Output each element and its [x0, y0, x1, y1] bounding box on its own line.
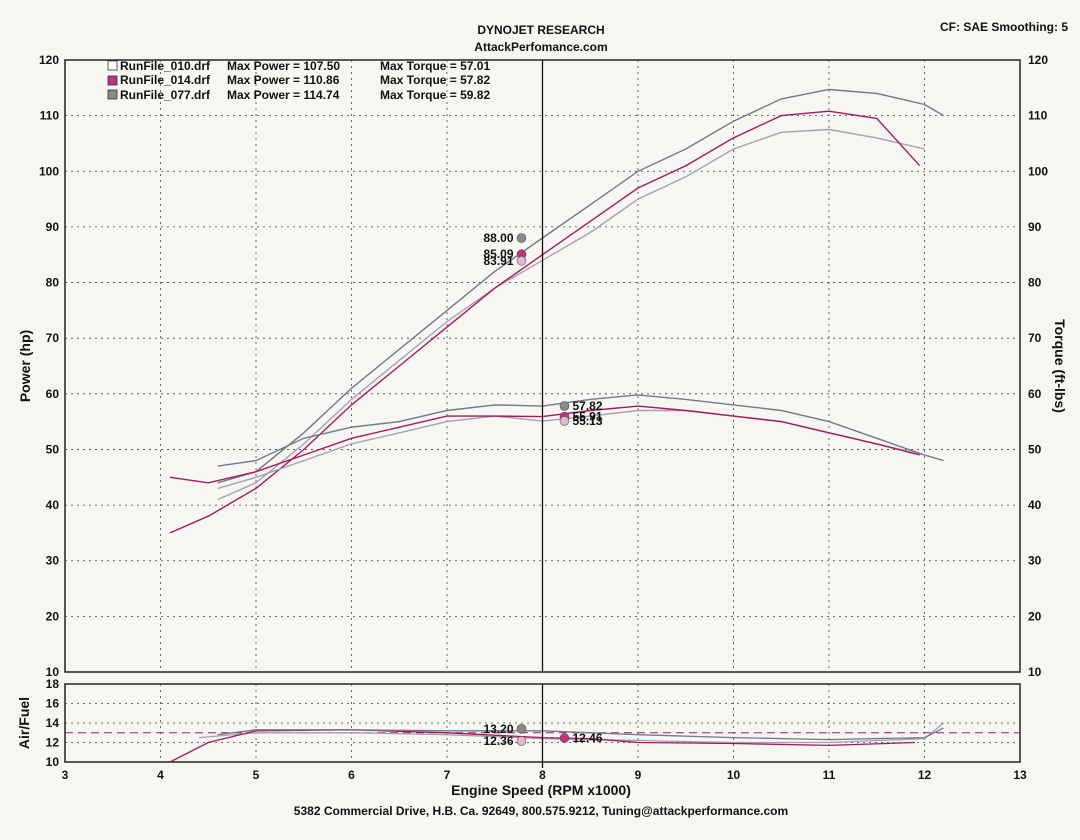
- run077-afr-line: [217, 727, 944, 741]
- torque-tick-label: 30: [1028, 554, 1042, 568]
- power-tick-label: 70: [46, 331, 60, 345]
- rpm-tick-label: 9: [635, 768, 642, 782]
- settings-label: CF: SAE Smoothing: 5: [940, 20, 1068, 34]
- rpm-tick-label: 7: [444, 768, 451, 782]
- torque-cursor-value-run014: 55.91: [573, 410, 603, 424]
- afr-cursor-value-run010: 12.36: [483, 734, 513, 748]
- torque-axis-label: Torque (ft-lbs): [1052, 319, 1068, 413]
- legend-swatch-run077: [107, 89, 118, 100]
- power-tick-label: 20: [46, 609, 60, 623]
- torque-tick-label: 20: [1028, 609, 1042, 623]
- power-tick-label: 120: [39, 53, 59, 67]
- power-tick-label: 90: [46, 220, 60, 234]
- rpm-tick-label: 5: [253, 768, 260, 782]
- torque-tick-label: 10: [1028, 665, 1042, 679]
- torque-axis-ticks: 10 20 30 40 50 60 70 80 90 100 110 120: [1028, 53, 1048, 679]
- torque-tick-label: 70: [1028, 331, 1042, 345]
- power-tick-label: 60: [46, 387, 60, 401]
- legend-run014-name: RunFile_014.drf: [120, 73, 211, 87]
- rpm-tick-label: 6: [348, 768, 355, 782]
- rpm-axis-ticks: 3 4 5 6 7 8 9 10 11 12 13: [62, 768, 1027, 782]
- chart-title: DYNOJET RESEARCH: [477, 23, 604, 37]
- rpm-tick-label: 4: [157, 768, 164, 782]
- power-cursor-value-run010: 83.91: [483, 254, 513, 268]
- legend-run077-power: Max Power = 114.74: [227, 88, 340, 102]
- afr-cursor-marker-run014: [559, 733, 570, 743]
- rpm-tick-label: 12: [918, 768, 932, 782]
- afr-tick-label: 14: [46, 716, 60, 730]
- afr-cursor-value-run077: 13.20: [483, 722, 513, 736]
- torque-tick-label: 80: [1028, 276, 1042, 290]
- afr-tick-label: 10: [46, 755, 60, 769]
- afr-tick-label: 18: [46, 677, 60, 691]
- torque-cursor-value-run077: 57.82: [573, 399, 603, 413]
- power-cursor-marker-run077: [516, 233, 527, 243]
- rpm-tick-label: 3: [62, 768, 69, 782]
- run014-torque-line: [169, 405, 920, 484]
- legend-run014-power: Max Power = 110.86: [227, 73, 340, 87]
- afr-axis-label: Air/Fuel: [16, 697, 32, 749]
- power-cursor-value-run014: 85.09: [483, 247, 513, 261]
- run014-power-line: [169, 110, 921, 534]
- power-tick-label: 10: [46, 665, 60, 679]
- power-tick-label: 100: [39, 164, 59, 178]
- torque-tick-label: 120: [1028, 53, 1048, 67]
- legend-swatch-run010: [107, 60, 118, 71]
- torque-tick-label: 60: [1028, 387, 1042, 401]
- legend-run010-torque: Max Torque = 57.01: [380, 59, 490, 73]
- torque-tick-label: 40: [1028, 498, 1042, 512]
- torque-cursor-marker-run010: [559, 416, 570, 426]
- rpm-tick-label: 8: [539, 768, 546, 782]
- afr-cursor-value-run014: 12.46: [573, 731, 603, 745]
- legend: RunFile_010.drf Max Power = 107.50 Max T…: [107, 59, 490, 102]
- chart-subtitle: AttackPerfomance.com: [474, 40, 607, 54]
- run077-power-line: [217, 88, 944, 484]
- afr-cursor-marker-run077: [516, 723, 527, 734]
- rpm-tick-label: 13: [1013, 768, 1027, 782]
- legend-run077-name: RunFile_077.drf: [120, 88, 211, 102]
- torque-cursor-marker-run077: [559, 401, 570, 411]
- legend-run010-power: Max Power = 107.50: [227, 59, 340, 73]
- power-tick-label: 80: [46, 276, 60, 290]
- main-series: [169, 88, 944, 534]
- rpm-axis-label: Engine Speed (RPM x1000): [451, 782, 631, 798]
- footer-address: 5382 Commercial Drive, H.B. Ca. 92649, 8…: [294, 804, 788, 818]
- afr-axis-ticks: 10 12 14 16 18: [46, 677, 60, 769]
- torque-cursor-value-run010: 55.13: [573, 414, 603, 428]
- power-axis-label: Power (hp): [17, 330, 33, 402]
- power-tick-label: 110: [40, 109, 60, 123]
- run010-afr-line: [198, 722, 945, 744]
- power-cursor-value-run077: 88.00: [483, 231, 513, 245]
- power-tick-label: 30: [46, 554, 60, 568]
- torque-tick-label: 110: [1028, 109, 1048, 123]
- power-cursor-marker-run010: [516, 255, 527, 266]
- afr-tick-label: 12: [46, 736, 60, 750]
- afr-cursor-marker-run010: [516, 736, 527, 746]
- power-tick-label: 40: [46, 498, 60, 512]
- power-axis-ticks: 10 20 30 40 50 60 70 80 90 100 110 120: [39, 53, 59, 679]
- power-tick-label: 50: [46, 442, 60, 456]
- legend-run077-torque: Max Torque = 59.82: [380, 88, 490, 102]
- run077-torque-line: [217, 394, 944, 467]
- afr-tick-label: 16: [46, 697, 60, 711]
- torque-tick-label: 100: [1028, 164, 1048, 178]
- legend-run014-torque: Max Torque = 57.82: [380, 73, 490, 87]
- rpm-tick-label: 11: [823, 768, 836, 782]
- torque-tick-label: 50: [1028, 442, 1042, 456]
- torque-tick-label: 90: [1028, 220, 1042, 234]
- legend-swatch-run014: [107, 75, 118, 86]
- run010-power-line: [217, 128, 925, 501]
- legend-run010-name: RunFile_010.drf: [120, 59, 211, 73]
- rpm-tick-label: 10: [727, 768, 741, 782]
